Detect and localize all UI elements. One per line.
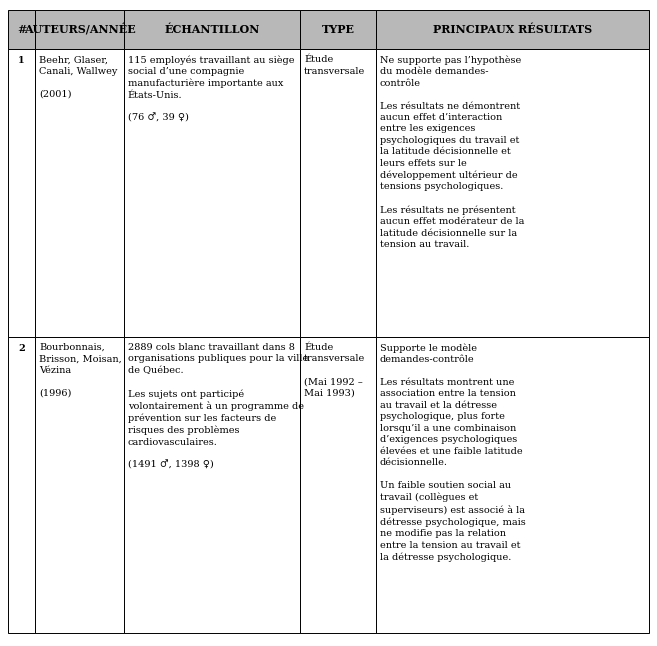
Bar (8, 48, 35, 337)
Text: TYPE: TYPE (322, 24, 355, 35)
Text: Bourbonnais,
Brisson, Moisan,
Vézina

(1996): Bourbonnais, Brisson, Moisan, Vézina (19… (39, 343, 122, 398)
Text: #: # (17, 24, 26, 35)
Text: 115 employés travaillant au siège
social d’une compagnie
manufacturière importan: 115 employés travaillant au siège social… (128, 55, 294, 123)
Bar (300, 337, 376, 633)
Text: Supporte le modèle
demandes-contrôle

Les résultats montrent une
association ent: Supporte le modèle demandes-contrôle Les… (380, 343, 526, 562)
Text: 2889 cols blanc travaillant dans 8
organisations publiques pour la ville
de Québ: 2889 cols blanc travaillant dans 8 organ… (128, 343, 308, 470)
Bar (300, 10, 376, 48)
Bar (124, 337, 300, 633)
Text: 2: 2 (18, 344, 25, 353)
Bar (376, 48, 649, 337)
Bar (8, 337, 35, 633)
Text: 1: 1 (18, 56, 25, 65)
Text: Beehr, Glaser,
Canali, Wallwey

(2001): Beehr, Glaser, Canali, Wallwey (2001) (39, 55, 118, 99)
Bar (35, 337, 124, 633)
Text: PRINCIPAUX RÉSULTATS: PRINCIPAUX RÉSULTATS (433, 24, 592, 35)
Bar (35, 48, 124, 337)
Bar (8, 10, 35, 48)
Text: AUTEURS/ANNÉE: AUTEURS/ANNÉE (24, 23, 135, 36)
Bar (300, 48, 376, 337)
Bar (376, 10, 649, 48)
Text: ÉCHANTILLON: ÉCHANTILLON (164, 24, 260, 35)
Bar (35, 10, 124, 48)
Bar (124, 10, 300, 48)
Bar (124, 48, 300, 337)
Bar (376, 337, 649, 633)
Text: Ne supporte pas l’hypothèse
du modèle demandes-
contrôle

Les résultats ne démon: Ne supporte pas l’hypothèse du modèle de… (380, 55, 524, 249)
Text: Étude
transversale

(Mai 1992 –
Mai 1993): Étude transversale (Mai 1992 – Mai 1993) (304, 343, 365, 398)
Text: Étude
transversale: Étude transversale (304, 55, 365, 76)
